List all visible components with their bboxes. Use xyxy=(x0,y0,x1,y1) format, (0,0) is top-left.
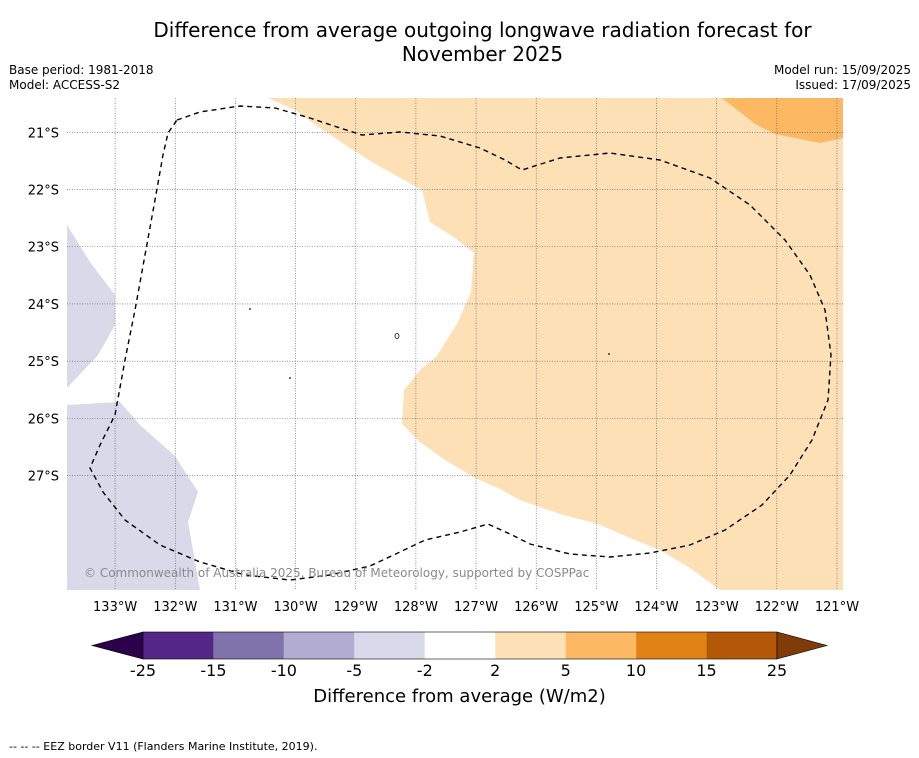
eez-legend-text: -- -- -- EEZ border V11 (Flanders Marine… xyxy=(9,740,318,753)
issued-text: Issued: 17/09/2025 xyxy=(795,78,911,92)
lon-label: 133°W xyxy=(93,600,137,615)
lon-label: 121°W xyxy=(815,600,859,615)
colorbar-tick-label: -15 xyxy=(200,661,226,680)
lon-label: 128°W xyxy=(394,600,438,615)
lon-label: 125°W xyxy=(574,600,618,615)
colorbar-tick-label: -5 xyxy=(346,661,362,680)
lat-label: 21°S xyxy=(28,126,59,141)
colorbar-segment xyxy=(424,632,496,659)
title-line-2: November 2025 xyxy=(401,42,564,66)
lon-label: 132°W xyxy=(153,600,197,615)
island-marker-3 xyxy=(289,377,291,379)
lat-label: 25°S xyxy=(28,355,59,370)
colorbar-extend-high xyxy=(776,631,829,660)
colorbar-tick-label: 15 xyxy=(696,661,716,680)
colorbar-segment xyxy=(213,632,284,659)
longitude-labels: 133°W 132°W 131°W 130°W 129°W 128°W 127°W 126°W… xyxy=(93,600,859,615)
colorbar-tick-label: 5 xyxy=(561,661,571,680)
colorbar-segment xyxy=(495,632,566,659)
lat-label: 27°S xyxy=(28,470,59,485)
colorbar-title: Difference from average (W/m2) xyxy=(313,686,606,707)
lon-label: 126°W xyxy=(514,600,558,615)
title-line-1: Difference from average outgoing longwav… xyxy=(153,18,812,42)
colorbar-segment xyxy=(283,632,355,659)
colorbar-tick-label: -25 xyxy=(130,661,156,680)
lon-label: 130°W xyxy=(274,600,318,615)
lon-label: 131°W xyxy=(213,600,257,615)
lon-label: 122°W xyxy=(755,600,799,615)
lat-label: 23°S xyxy=(28,241,59,256)
lon-label: 129°W xyxy=(334,600,378,615)
gridlines xyxy=(67,98,843,590)
colorbar-tick-label: -10 xyxy=(271,661,297,680)
model-text: Model: ACCESS-S2 xyxy=(9,78,121,92)
colorbar: -25 -15 -10 -5 -2 2 5 10 15 25 xyxy=(90,631,829,680)
base-period-text: Base period: 1981-2018 xyxy=(9,63,154,77)
lat-label: 24°S xyxy=(28,298,59,313)
map-title: Difference from average outgoing longwav… xyxy=(0,18,919,66)
lat-label: 22°S xyxy=(28,184,59,199)
colorbar-tick-label: 25 xyxy=(767,661,787,680)
anomaly-region-light-orange xyxy=(268,98,843,590)
colorbar-extend-low xyxy=(90,631,144,660)
lon-label: 127°W xyxy=(454,600,498,615)
colorbar-tick-label: -2 xyxy=(417,661,433,680)
island-marker-1 xyxy=(249,308,251,310)
colorbar-segment xyxy=(636,632,707,659)
colorbar-tick-label: 10 xyxy=(626,661,646,680)
meta-right: Model run: 15/09/2025 Issued: 17/09/2025 xyxy=(774,63,911,93)
colorbar-segment xyxy=(706,632,777,659)
colorbar-segment xyxy=(143,632,214,659)
lon-label: 123°W xyxy=(695,600,739,615)
island-marker-2 xyxy=(394,333,400,339)
copyright-text: © Commonwealth of Australia 2025, Bureau… xyxy=(84,566,589,580)
lat-label: 26°S xyxy=(28,412,59,427)
anomaly-region-light-purple-upper xyxy=(67,225,115,388)
lon-label: 124°W xyxy=(634,600,678,615)
meta-left: Base period: 1981-2018 Model: ACCESS-S2 xyxy=(9,63,154,93)
model-run-text: Model run: 15/09/2025 xyxy=(773,63,911,77)
island-marker-4 xyxy=(608,353,610,355)
anomaly-region-light-purple-lower xyxy=(67,402,200,590)
colorbar-tick-label: 2 xyxy=(490,661,500,680)
colorbar-segment xyxy=(565,632,637,659)
anomaly-region-orange xyxy=(722,98,843,143)
colorbar-segment xyxy=(354,632,425,659)
map-plot-area: © Commonwealth of Australia 2025, Bureau… xyxy=(67,98,843,590)
latitude-labels: 21°S 22°S 23°S 24°S 25°S 26°S 27°S xyxy=(28,126,59,484)
